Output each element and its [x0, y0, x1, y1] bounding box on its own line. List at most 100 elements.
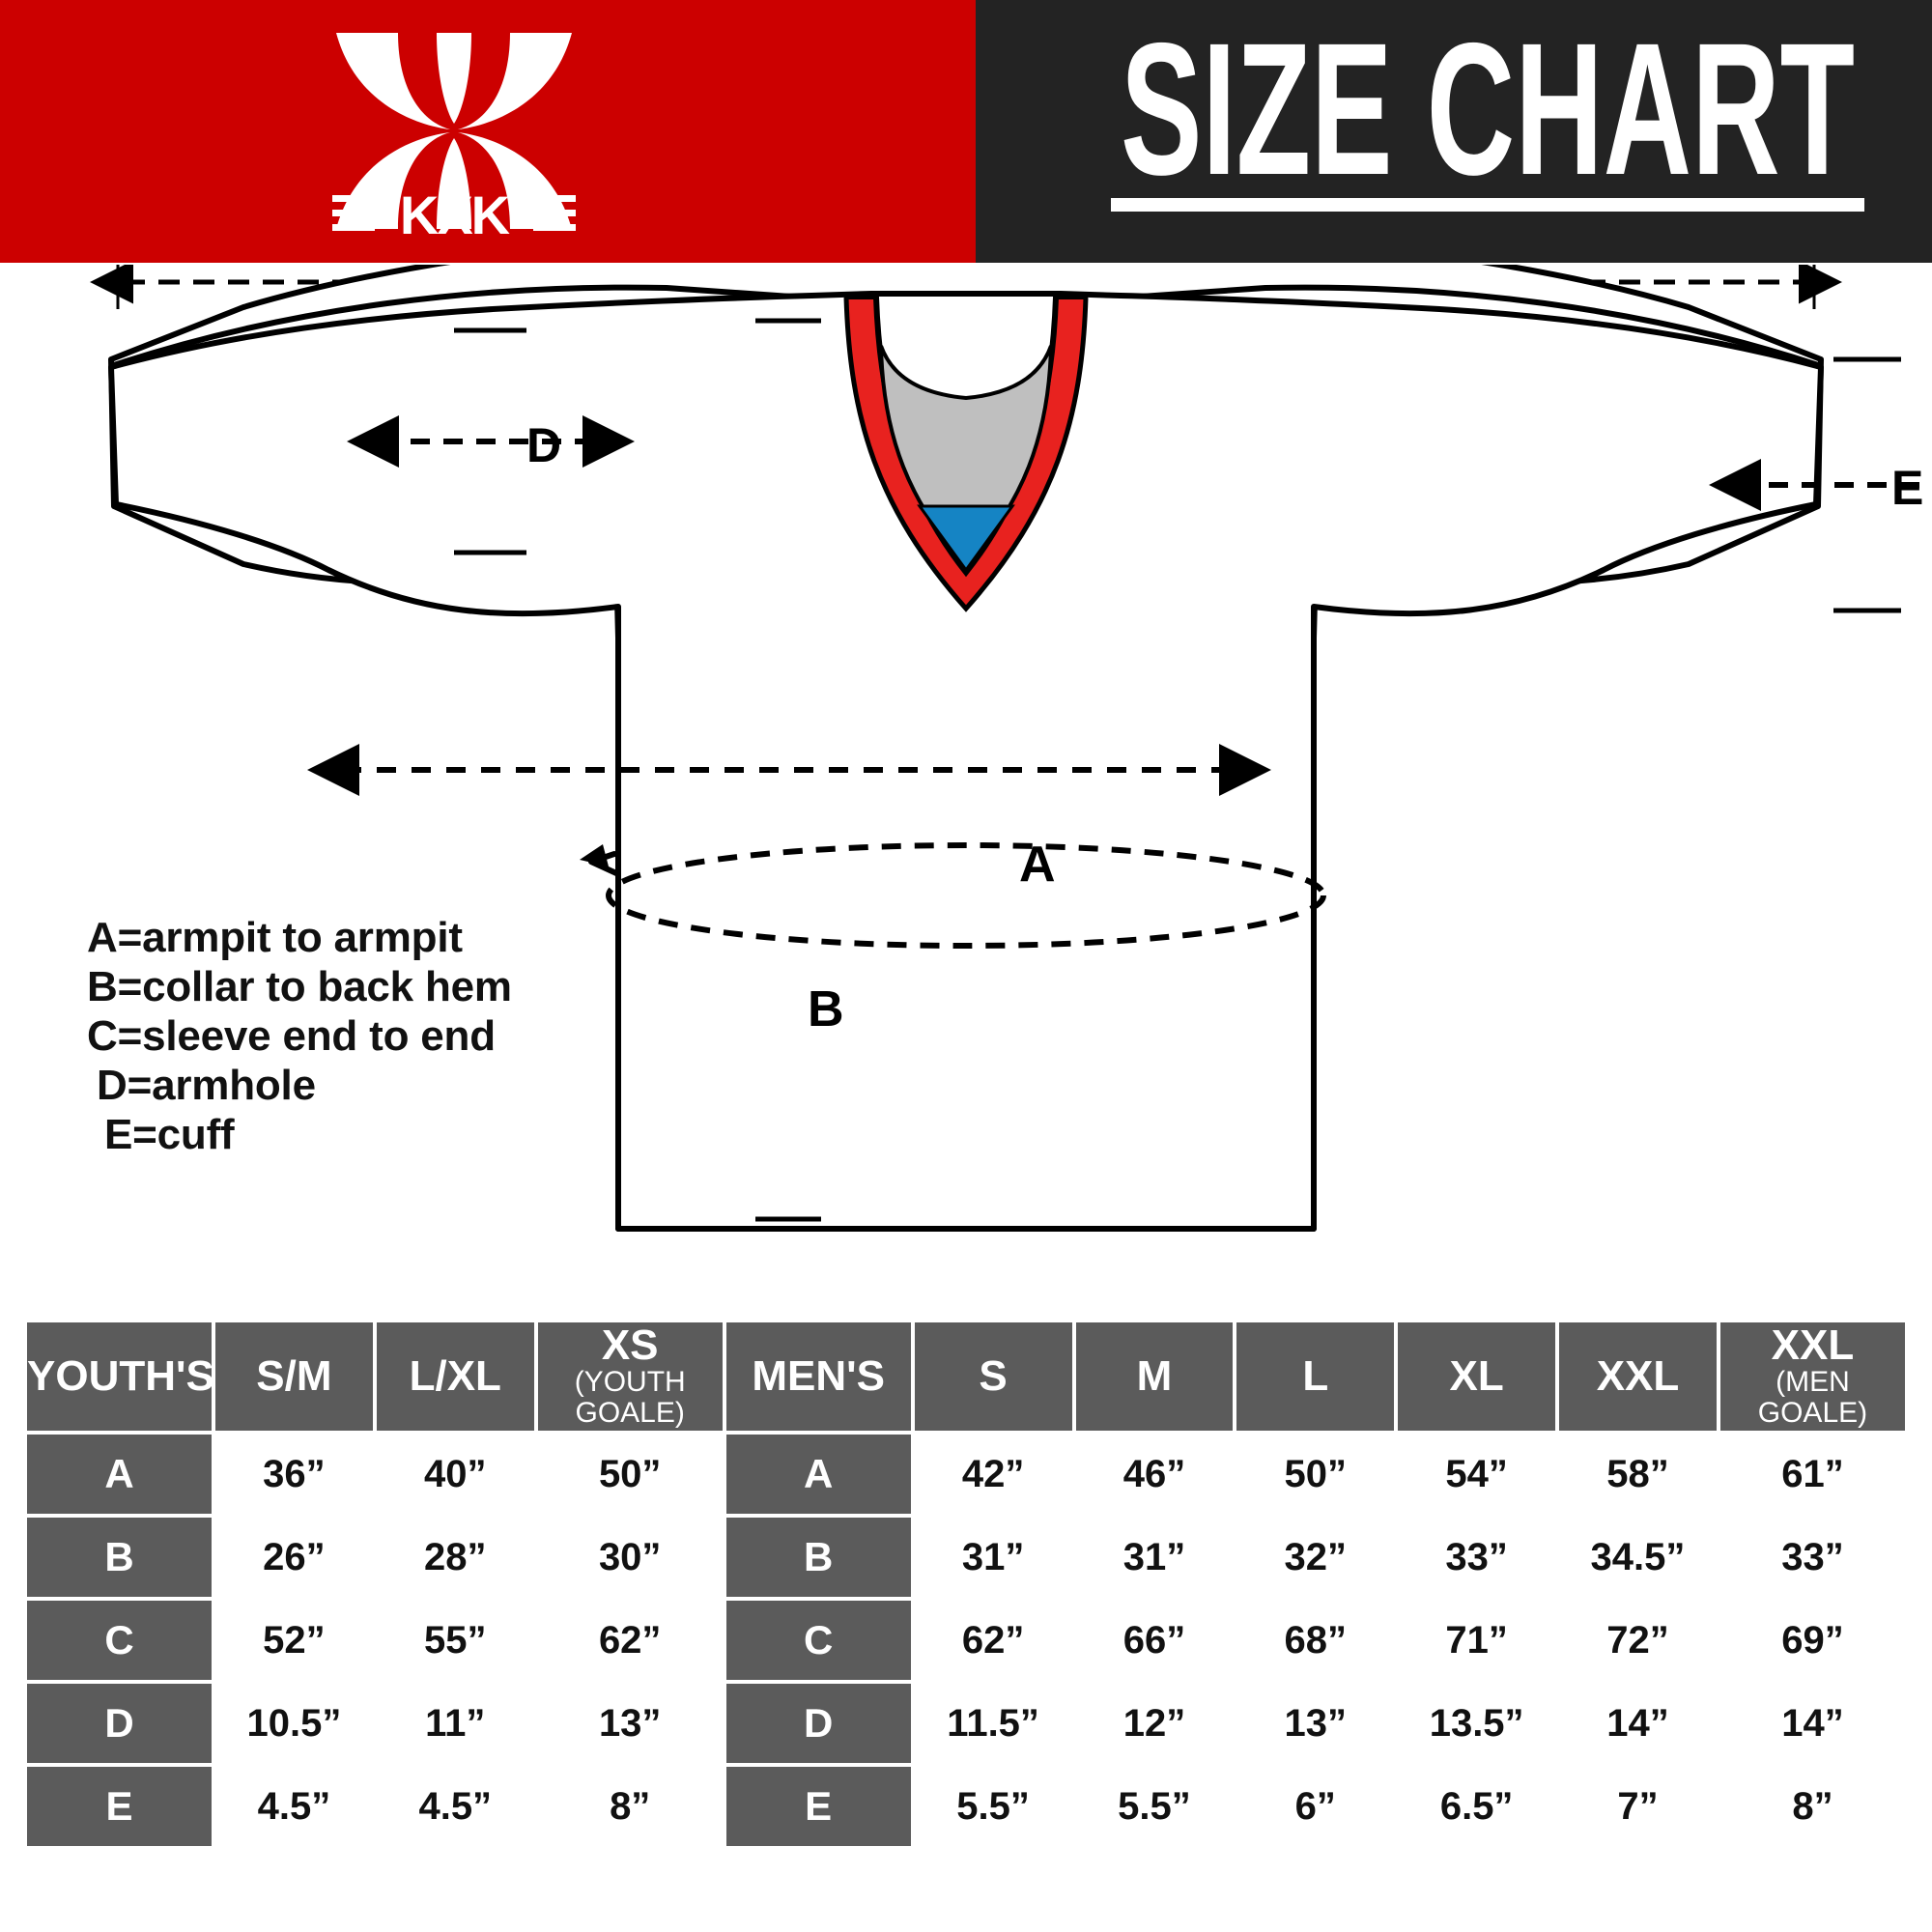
cell-mens-a-4: 58”	[1559, 1435, 1717, 1514]
cell-youth-e-2: 8”	[537, 1767, 723, 1846]
cell-youth-c-0: 52”	[215, 1601, 373, 1680]
cell-mens-b-5: 33”	[1719, 1518, 1905, 1597]
cell-youth-a-1: 40”	[376, 1435, 534, 1514]
cell-mens-d-0: 11.5”	[914, 1684, 1072, 1763]
cell-mens-d-2: 13”	[1236, 1684, 1395, 1763]
cell-mens-a-5: 61”	[1719, 1435, 1905, 1514]
cell-youth-c-1: 55”	[376, 1601, 534, 1680]
dimension-e	[1709, 356, 1932, 613]
cell-mens-a-1: 46”	[1075, 1435, 1234, 1514]
legend-line-e: E=cuff	[104, 1111, 235, 1158]
table-header-row: YOUTH'S S/M L/XL XS (YOUTH GOALE) MEN'S …	[27, 1322, 1905, 1431]
size-chart-table: YOUTH'S S/M L/XL XS (YOUTH GOALE) MEN'S …	[23, 1319, 1909, 1850]
table-row: A 36” 40” 50” A 42” 46” 50” 54” 58” 61”	[27, 1435, 1905, 1514]
header-youth-lxl: L/XL	[376, 1322, 534, 1431]
cell-youth-a-2: 50”	[537, 1435, 723, 1514]
cell-youth-d-2: 13”	[537, 1684, 723, 1763]
cell-mens-e-0: 5.5”	[914, 1767, 1072, 1846]
cell-mens-c-1: 66”	[1075, 1601, 1234, 1680]
row-label-mens-c: C	[725, 1601, 911, 1680]
cell-youth-b-2: 30”	[537, 1518, 723, 1597]
jersey-collar	[843, 295, 1089, 612]
legend-line-a: A=armpit to armpit	[87, 914, 463, 961]
cell-mens-b-4: 34.5”	[1559, 1518, 1717, 1597]
dimension-b-label: B	[808, 981, 844, 1037]
cell-mens-d-4: 14”	[1559, 1684, 1717, 1763]
header-mens-xxl-goalie-sub: (MEN GOALE)	[1757, 1366, 1868, 1429]
header-mens-s: S	[914, 1322, 1072, 1431]
header-mens-xxl-goalie: XXL (MEN GOALE)	[1719, 1321, 1905, 1431]
header-title-panel: SIZE CHART	[976, 0, 1932, 263]
cell-youth-b-1: 28”	[376, 1518, 534, 1597]
cell-mens-b-1: 31”	[1075, 1518, 1234, 1597]
cell-youth-d-1: 11”	[376, 1684, 534, 1763]
legend-line-c: C=sleeve end to end	[87, 1012, 496, 1060]
header-brand-panel: KXK	[0, 0, 976, 263]
legend-line-d: D=armhole	[97, 1062, 316, 1109]
cell-youth-b-0: 26”	[215, 1518, 373, 1597]
measurement-legend: A=armpit to armpit B=collar to back hem …	[87, 913, 609, 1159]
cell-youth-a-0: 36”	[215, 1435, 373, 1514]
dimension-d-label: D	[526, 418, 561, 472]
cell-mens-c-2: 68”	[1236, 1601, 1395, 1680]
row-label-youth-b: B	[27, 1518, 212, 1597]
header-mens-m: M	[1075, 1322, 1234, 1431]
cell-mens-b-2: 32”	[1236, 1518, 1395, 1597]
cell-mens-b-0: 31”	[914, 1518, 1072, 1597]
cell-youth-d-0: 10.5”	[215, 1684, 373, 1763]
header-mens-xxl: XXL	[1559, 1322, 1717, 1431]
cell-mens-e-3: 6.5”	[1398, 1767, 1556, 1846]
cell-mens-b-3: 33”	[1398, 1518, 1556, 1597]
row-label-youth-d: D	[27, 1684, 212, 1763]
row-label-mens-e: E	[725, 1767, 911, 1846]
row-label-mens-d: D	[725, 1684, 911, 1763]
header-mens-xl: XL	[1398, 1322, 1556, 1431]
kxk-butterfly-logo-icon	[328, 27, 580, 235]
cell-mens-e-1: 5.5”	[1075, 1767, 1234, 1846]
header-youth-sm: S/M	[215, 1322, 373, 1431]
collar-inner-panel	[879, 345, 1053, 567]
row-label-youth-e: E	[27, 1767, 212, 1846]
header-mens-l: L	[1236, 1322, 1395, 1431]
cell-mens-a-3: 54”	[1398, 1435, 1556, 1514]
table-row: B 26” 28” 30” B 31” 31” 32” 33” 34.5” 33…	[27, 1518, 1905, 1597]
cell-mens-e-4: 7”	[1559, 1767, 1717, 1846]
svg-text:KXK: KXK	[400, 185, 510, 243]
header-youths: YOUTH'S	[27, 1322, 214, 1431]
page-title-text: SIZE CHART	[1121, 29, 1855, 184]
table-row: C 52” 55” 62” C 62” 66” 68” 71” 72” 69”	[27, 1601, 1905, 1680]
header-mens-xxl-goalie-main: XXL	[1771, 1321, 1855, 1369]
page-header: KXK SIZE CHART	[0, 0, 1932, 263]
header-youth-xs: XS (YOUTH GOALE)	[537, 1321, 723, 1431]
row-label-youth-a: A	[27, 1435, 212, 1514]
cell-youth-c-2: 62”	[537, 1601, 723, 1680]
dimension-a	[580, 842, 1326, 949]
cell-youth-e-1: 4.5”	[376, 1767, 534, 1846]
dimension-e-label: E	[1891, 461, 1923, 515]
legend-line-b: B=collar to back hem	[87, 963, 512, 1010]
cell-mens-a-2: 50”	[1236, 1435, 1395, 1514]
cell-mens-c-0: 62”	[914, 1601, 1072, 1680]
cell-mens-a-0: 42”	[914, 1435, 1072, 1514]
dimension-d	[347, 327, 635, 555]
header-youth-xs-sub: (YOUTH GOALE)	[574, 1366, 686, 1429]
page-title: SIZE CHART	[1111, 4, 1864, 214]
kxk-wordmark: KXK	[328, 184, 580, 245]
header-youth-xs-main: XS	[601, 1321, 659, 1369]
cell-mens-e-5: 8”	[1719, 1767, 1905, 1846]
cell-mens-c-3: 71”	[1398, 1601, 1556, 1680]
cell-mens-c-4: 72”	[1559, 1601, 1717, 1680]
cell-mens-d-5: 14”	[1719, 1684, 1905, 1763]
collar-accent-triangle	[917, 504, 1015, 573]
table-row: E 4.5” 4.5” 8” E 5.5” 5.5” 6” 6.5” 7” 8”	[27, 1767, 1905, 1846]
cell-mens-e-2: 6”	[1236, 1767, 1395, 1846]
dimension-b	[307, 318, 1271, 1222]
row-label-mens-a: A	[725, 1435, 911, 1514]
header-mens: MEN'S	[725, 1322, 911, 1431]
title-underline	[1111, 198, 1864, 212]
dimension-a-label: A	[1019, 837, 1056, 893]
table-row: D 10.5” 11” 13” D 11.5” 12” 13” 13.5” 14…	[27, 1684, 1905, 1763]
row-label-youth-c: C	[27, 1601, 212, 1680]
cell-mens-d-1: 12”	[1075, 1684, 1234, 1763]
row-label-mens-b: B	[725, 1518, 911, 1597]
